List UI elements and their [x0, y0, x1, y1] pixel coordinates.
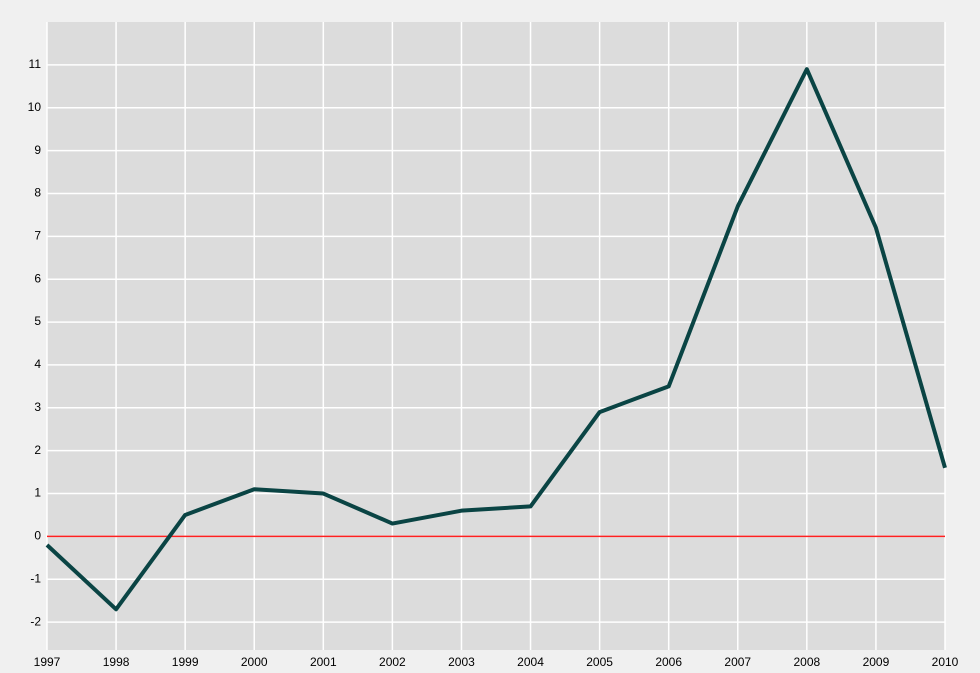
x-tick-label: 2003 — [448, 655, 475, 669]
y-tick-label: 6 — [34, 271, 41, 285]
x-tick-label: 2004 — [517, 655, 544, 669]
y-tick-label: 5 — [34, 314, 41, 328]
x-tick-label: 2008 — [793, 655, 820, 669]
y-tick-label: 11 — [29, 57, 42, 71]
y-tick-label: 10 — [28, 100, 42, 114]
y-tick-label: 8 — [34, 186, 41, 200]
x-tick-label: 1997 — [34, 655, 61, 669]
y-tick-label: 0 — [34, 529, 41, 543]
y-tick-label: 9 — [34, 143, 41, 157]
x-tick-label: 2007 — [724, 655, 751, 669]
y-tick-label: 3 — [34, 400, 41, 414]
x-tick-label: 2005 — [586, 655, 613, 669]
y-tick-label: 4 — [34, 357, 41, 371]
x-tick-label: 2010 — [932, 655, 959, 669]
x-tick-label: 2006 — [655, 655, 682, 669]
x-tick-label: 2000 — [241, 655, 268, 669]
data-line — [45, 67, 947, 612]
x-tick-label: 2001 — [310, 655, 337, 669]
x-tick-label: 1999 — [172, 655, 199, 669]
x-tick-label: 1998 — [103, 655, 130, 669]
y-tick-label: -1 — [30, 571, 41, 585]
x-tick-label: 2002 — [379, 655, 406, 669]
plot-area — [47, 22, 945, 650]
y-tick-label: 7 — [34, 229, 41, 243]
y-tick-label: -2 — [30, 614, 41, 628]
x-tick-label: 2009 — [863, 655, 890, 669]
y-tick-label: 2 — [34, 443, 41, 457]
y-tick-label: 1 — [34, 486, 41, 500]
